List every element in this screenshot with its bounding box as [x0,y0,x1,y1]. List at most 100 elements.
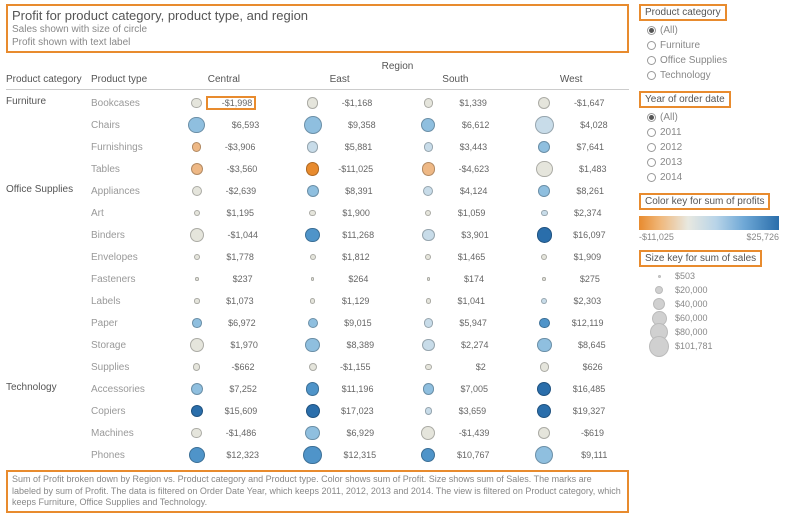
color-bar [639,216,779,230]
bubble-mark [307,185,319,197]
bubble-mark [536,161,553,178]
data-cell[interactable]: $11,196 [282,382,398,396]
data-cell[interactable]: $237 [166,274,282,284]
data-cell[interactable]: $5,947 [398,318,514,329]
data-cell[interactable]: $16,485 [513,382,629,396]
data-cell[interactable]: $2,303 [513,296,629,306]
data-cell[interactable]: $7,005 [398,382,514,396]
data-cell[interactable]: -$662 [166,362,282,372]
radio-icon [647,71,656,80]
data-cell[interactable]: $174 [398,274,514,284]
data-cell[interactable]: $8,391 [282,185,398,197]
data-cell[interactable]: $9,015 [282,318,398,329]
data-cell[interactable]: $19,327 [513,404,629,418]
data-cell[interactable]: $15,609 [166,404,282,418]
data-cell[interactable]: $5,881 [282,141,398,153]
bubble-mark [194,254,200,260]
data-cell[interactable]: $3,659 [398,404,514,418]
data-cell[interactable]: $275 [513,274,629,284]
data-cell[interactable]: $1,483 [513,161,629,178]
data-cell[interactable]: $1,059 [398,208,514,218]
data-cell[interactable]: $12,119 [513,318,629,329]
data-cell[interactable]: -$11,025 [282,161,398,178]
data-cell[interactable]: $12,315 [282,446,398,465]
type-label: Storage [91,340,166,351]
data-cell[interactable]: -$619 [513,426,629,441]
data-cell[interactable]: $1,900 [282,208,398,218]
value-label: $1,900 [320,208,370,218]
data-cell[interactable]: -$3,560 [166,161,282,178]
data-cell[interactable]: -$1,439 [398,426,514,441]
data-cell[interactable]: -$1,044 [166,227,282,242]
data-cell[interactable]: $264 [282,274,398,284]
value-label: $12,323 [209,450,259,460]
data-cell[interactable]: -$1,998 [166,96,282,110]
data-cell[interactable]: $8,261 [513,185,629,197]
data-cell[interactable]: -$1,168 [282,96,398,110]
value-label: $7,641 [554,142,604,152]
bubble-mark [303,446,322,465]
data-cell[interactable]: $6,593 [166,116,282,135]
data-cell[interactable]: $8,645 [513,338,629,353]
data-cell[interactable]: -$4,623 [398,161,514,178]
data-cell[interactable]: $7,252 [166,382,282,396]
data-cell[interactable]: $9,358 [282,116,398,135]
data-cell[interactable]: $3,443 [398,141,514,153]
data-cell[interactable]: $1,909 [513,252,629,262]
filter-option[interactable]: 2014 [647,170,796,185]
data-cell[interactable]: $6,612 [398,116,514,135]
radio-icon [647,56,656,65]
data-cell[interactable]: $1,812 [282,252,398,262]
filter-option[interactable]: (All) [647,23,796,38]
data-cell[interactable]: $1,339 [398,96,514,110]
data-cell[interactable]: -$3,906 [166,141,282,153]
filter-option[interactable]: 2012 [647,140,796,155]
data-cell[interactable]: $2,274 [398,338,514,353]
data-cell[interactable]: $11,268 [282,227,398,242]
data-cell[interactable]: $2 [398,362,514,372]
data-cell[interactable]: $12,323 [166,446,282,465]
data-cell[interactable]: $4,028 [513,116,629,135]
filter-option[interactable]: Technology [647,68,796,83]
data-cell[interactable]: -$1,155 [282,362,398,372]
data-cell[interactable]: $7,641 [513,141,629,153]
main-panel: Profit for product category, product typ… [0,0,635,519]
filter-option[interactable]: 2011 [647,125,796,140]
data-cell[interactable]: $10,767 [398,446,514,465]
colhead-category: Product category [6,74,91,85]
data-cell[interactable]: $1,073 [166,296,282,306]
data-cell[interactable]: $1,129 [282,296,398,306]
filter-option[interactable]: Office Supplies [647,53,796,68]
type-row: Paper$6,972$9,015$5,947$12,119 [91,312,629,334]
value-label: $1,778 [204,252,254,262]
data-cell[interactable]: $6,929 [282,426,398,441]
data-cell[interactable]: $16,097 [513,227,629,242]
data-cell[interactable]: $8,389 [282,338,398,353]
filter-option[interactable]: Furniture [647,38,796,53]
data-cell[interactable]: $626 [513,362,629,372]
type-row: Accessories$7,252$11,196$7,005$16,485 [91,378,629,400]
data-cell[interactable]: -$2,639 [166,185,282,197]
data-cell[interactable]: $9,111 [513,446,629,465]
data-cell[interactable]: $2,374 [513,208,629,218]
type-label: Paper [91,318,166,329]
bubble-mark [307,97,318,108]
data-cell[interactable]: $1,195 [166,208,282,218]
bubble-mark [192,318,202,328]
type-label: Supplies [91,362,166,373]
data-cell[interactable]: $17,023 [282,404,398,418]
data-cell[interactable]: $6,972 [166,318,282,329]
size-key-bubble [653,298,665,310]
filter-option[interactable]: 2013 [647,155,796,170]
data-cell[interactable]: $1,041 [398,296,514,306]
data-cell[interactable]: -$1,647 [513,96,629,110]
data-cell[interactable]: $1,465 [398,252,514,262]
data-cell[interactable]: -$1,486 [166,426,282,441]
filter-option[interactable]: (All) [647,110,796,125]
data-cell[interactable]: $1,970 [166,338,282,353]
data-cell[interactable]: $4,124 [398,185,514,197]
data-cell[interactable]: $3,901 [398,227,514,242]
bubble-mark [191,428,202,439]
data-cell[interactable]: $1,778 [166,252,282,262]
size-key-row: $20,000 [649,283,796,297]
